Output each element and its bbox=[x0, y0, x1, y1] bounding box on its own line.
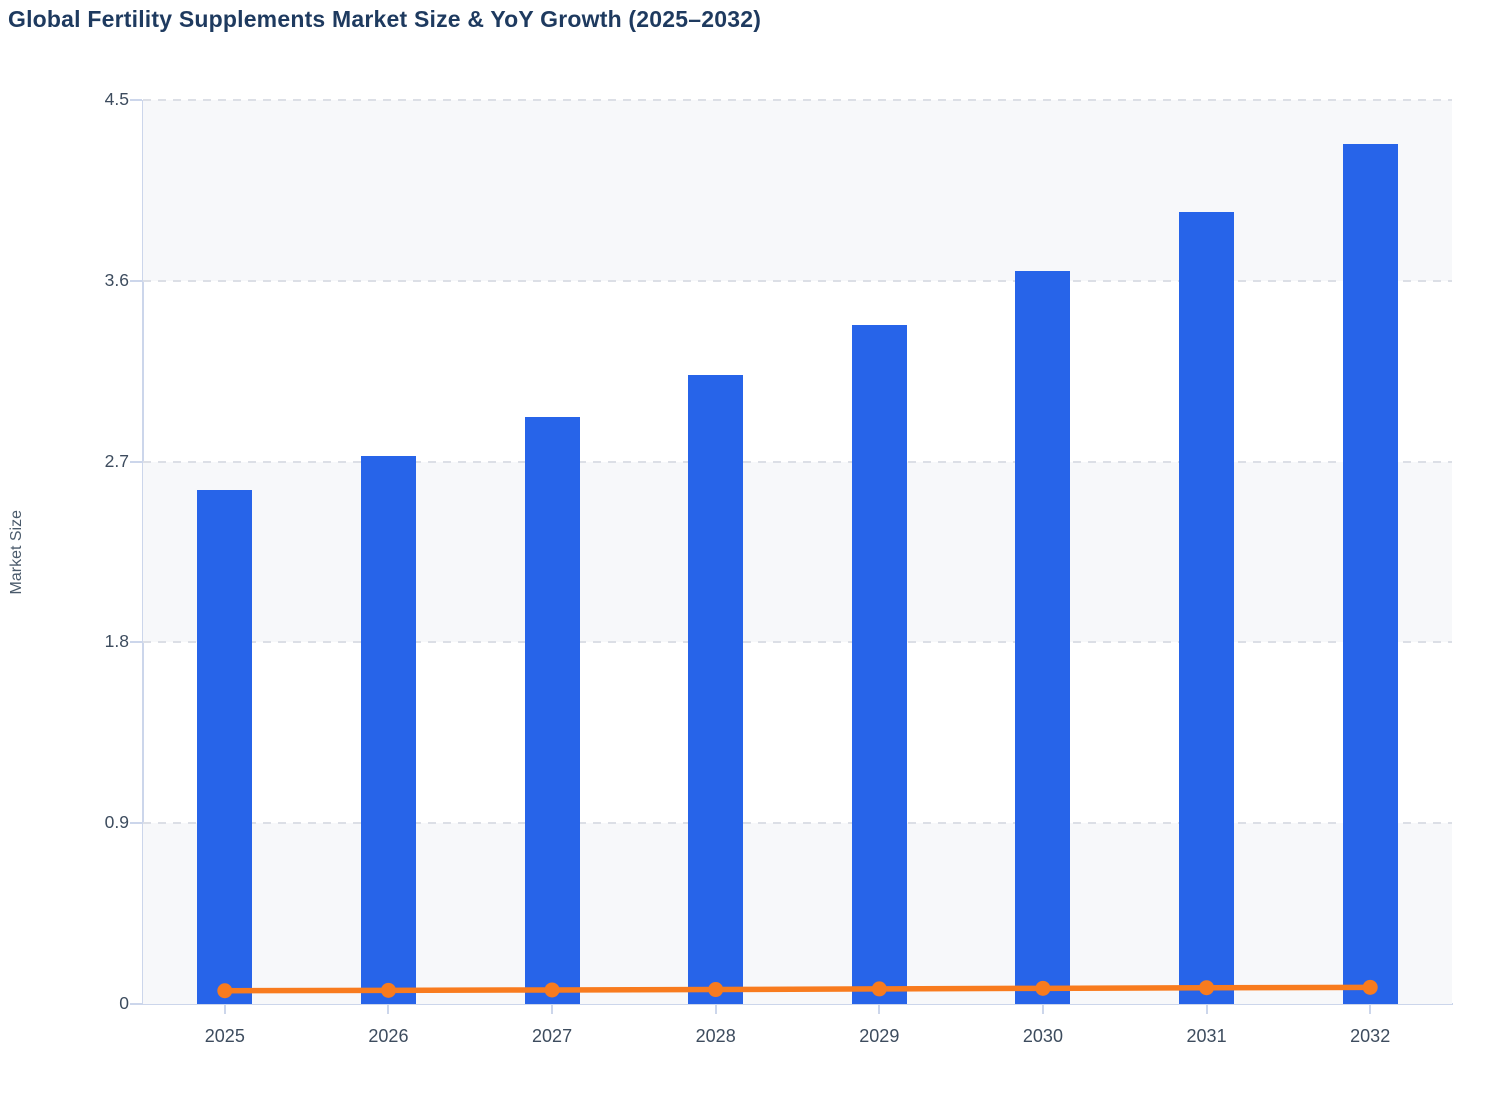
x-axis-tick bbox=[551, 1004, 554, 1014]
line-marker-2029[interactable]: YoY Growth 2029: 0.075 bbox=[871, 981, 887, 997]
y-axis-tick bbox=[130, 641, 142, 644]
line-marker-2030[interactable]: YoY Growth 2030: 0.078 bbox=[1035, 980, 1051, 996]
x-axis-tick bbox=[1205, 1004, 1208, 1014]
x-tick-label-2027: 2027 bbox=[532, 1026, 573, 1046]
y-axis-tick bbox=[130, 460, 142, 463]
line-marker-2028[interactable]: YoY Growth 2028: 0.072 bbox=[708, 982, 724, 998]
y-tick-label: 1.8 bbox=[104, 631, 129, 652]
bar-2031[interactable] bbox=[1179, 212, 1235, 1004]
yoy-growth-line[interactable] bbox=[222, 984, 1373, 994]
x-axis-tick bbox=[1369, 1004, 1372, 1014]
line-marker-2025[interactable]: YoY Growth 2025: 0.066 bbox=[217, 983, 233, 999]
bar-2026[interactable] bbox=[360, 455, 416, 1004]
y-tick-label: 0.9 bbox=[104, 812, 129, 833]
bar-2027[interactable] bbox=[524, 417, 580, 1004]
bar-2029[interactable] bbox=[851, 324, 907, 1004]
x-axis-line bbox=[142, 1003, 1453, 1005]
x-tick-label-2026: 2026 bbox=[368, 1026, 409, 1046]
bar-2025[interactable] bbox=[197, 489, 253, 1004]
y-tick-label: 4.5 bbox=[104, 89, 129, 109]
yoy-growth-series: YoY Growth 2025: 0.066 YoY Growth 2026: 0… bbox=[217, 979, 1378, 999]
gridline bbox=[143, 822, 1452, 825]
x-tick-label-2032: 2032 bbox=[1350, 1026, 1391, 1046]
plot-area: YoY Growth 2025: 0.066 YoY Growth 2026: 0… bbox=[130, 99, 1453, 1014]
x-axis-tick bbox=[223, 1004, 226, 1014]
line-marker-2031[interactable]: YoY Growth 2031: 0.081 bbox=[1199, 980, 1215, 996]
y-axis-title: Market Size bbox=[4, 100, 30, 1004]
line-marker-2027[interactable]: YoY Growth 2027: 0.07 bbox=[544, 982, 560, 998]
x-axis-tick bbox=[1041, 1004, 1044, 1014]
y-tick-label: 3.6 bbox=[104, 269, 129, 290]
y-tick-label: 2.7 bbox=[104, 450, 129, 471]
y-axis-tick bbox=[130, 1003, 142, 1005]
y-tick-label: 0 bbox=[119, 993, 129, 1013]
y-axis-tick bbox=[130, 822, 142, 825]
x-tick-label-2031: 2031 bbox=[1186, 1026, 1227, 1046]
chart-title: Global Fertility Supplements Market Size… bbox=[8, 6, 762, 32]
y-axis-title-text: Market Size bbox=[8, 509, 25, 595]
line-marker-2026[interactable]: YoY Growth 2026: 0.068 bbox=[380, 982, 396, 998]
gridline bbox=[143, 641, 1452, 644]
x-axis-tick bbox=[387, 1004, 390, 1014]
bar-2032[interactable] bbox=[1342, 144, 1398, 1004]
gridline bbox=[143, 279, 1452, 282]
x-tick-label-2025: 2025 bbox=[204, 1026, 245, 1046]
line-marker-2032[interactable]: YoY Growth 2032: 0.083 bbox=[1362, 979, 1378, 995]
gridline bbox=[143, 99, 1452, 101]
x-axis-tick bbox=[878, 1004, 881, 1014]
bar-2028[interactable] bbox=[688, 375, 744, 1004]
y-axis-tick bbox=[130, 99, 142, 101]
x-tick-label-2029: 2029 bbox=[859, 1026, 900, 1046]
x-tick-label-2030: 2030 bbox=[1022, 1026, 1063, 1046]
x-axis-tick bbox=[714, 1004, 717, 1014]
x-tick-label-2028: 2028 bbox=[695, 1026, 736, 1046]
bar-2030[interactable] bbox=[1015, 270, 1071, 1004]
y-axis-tick bbox=[130, 279, 142, 282]
gridline bbox=[143, 460, 1452, 463]
